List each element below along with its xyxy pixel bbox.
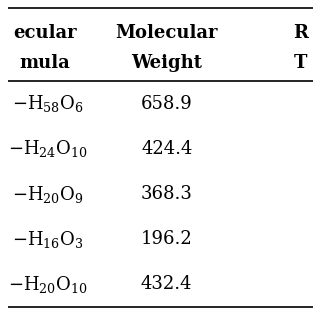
Text: $\mathregular{-H_{58}O_6}$: $\mathregular{-H_{58}O_6}$ <box>12 93 84 115</box>
Text: $\mathregular{-H_{20}O_{10}}$: $\mathregular{-H_{20}O_{10}}$ <box>8 274 88 295</box>
Text: Molecular: Molecular <box>115 24 218 42</box>
Text: mula: mula <box>19 54 70 72</box>
Text: T: T <box>294 54 307 72</box>
Text: 196.2: 196.2 <box>141 230 192 248</box>
Text: $\mathregular{-H_{16}O_3}$: $\mathregular{-H_{16}O_3}$ <box>12 228 84 250</box>
Text: ecular: ecular <box>13 24 77 42</box>
Text: 368.3: 368.3 <box>141 185 193 203</box>
Text: 658.9: 658.9 <box>141 95 192 113</box>
Text: 424.4: 424.4 <box>141 140 192 158</box>
Text: 432.4: 432.4 <box>141 275 192 293</box>
Text: Weight: Weight <box>131 54 202 72</box>
Text: R: R <box>293 24 308 42</box>
Text: $\mathregular{-H_{24}O_{10}}$: $\mathregular{-H_{24}O_{10}}$ <box>8 138 88 160</box>
Text: $\mathregular{-H_{20}O_9}$: $\mathregular{-H_{20}O_9}$ <box>12 183 84 205</box>
